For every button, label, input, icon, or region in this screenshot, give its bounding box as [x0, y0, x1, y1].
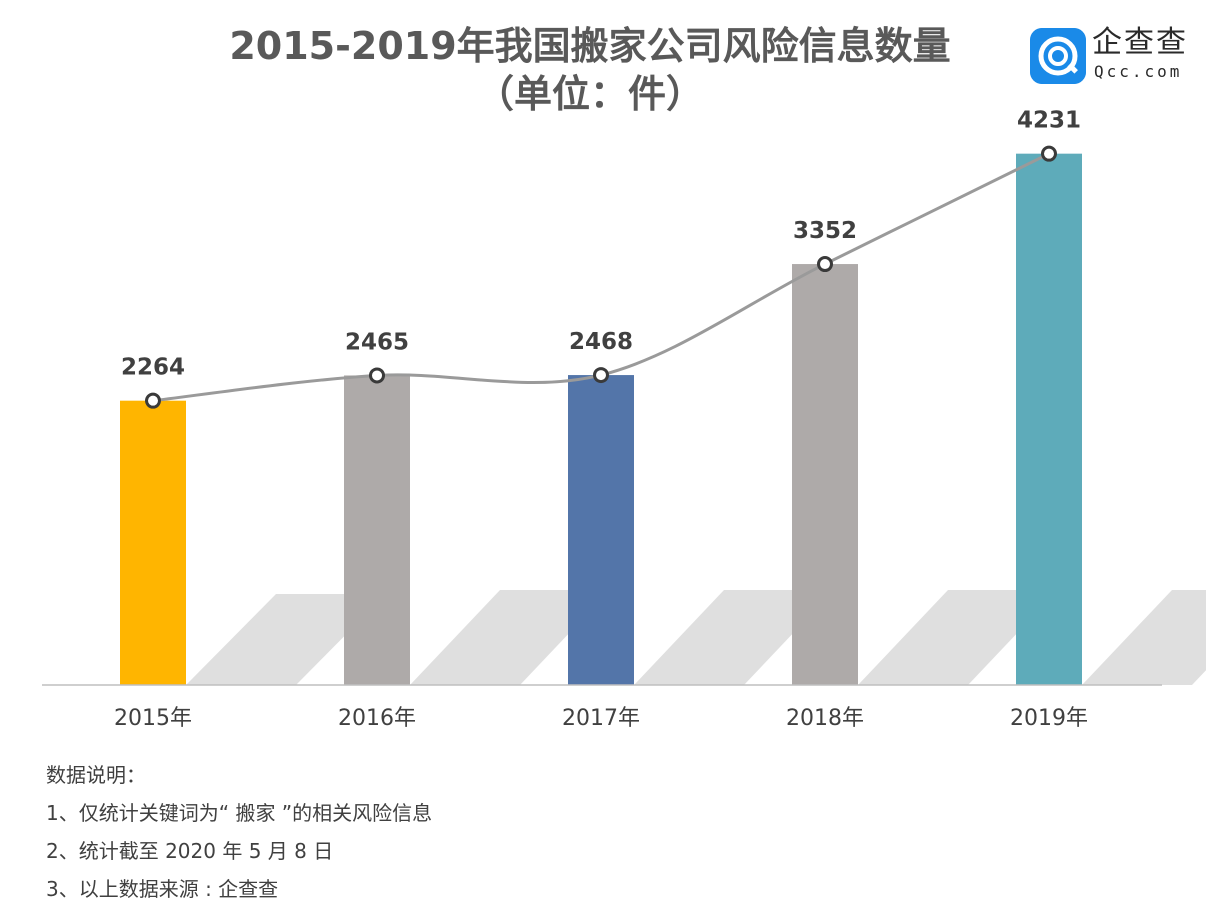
bar-shadow — [410, 590, 610, 685]
trend-point — [817, 256, 833, 273]
x-tick-label: 2018年 — [786, 706, 864, 731]
qcc-logo-icon — [1030, 28, 1086, 84]
bar-shadows — [186, 590, 1206, 685]
trend-point — [145, 392, 161, 409]
data-label: 2468 — [569, 329, 633, 355]
notes-heading: 数据说明： — [46, 763, 146, 787]
bar — [344, 375, 410, 685]
x-tick-label: 2017年 — [562, 706, 640, 731]
data-label: 4231 — [1017, 108, 1081, 134]
note-item: 2、统计截至 2020 年 5 月 8 日 — [46, 839, 334, 863]
logo-name: 企查查 — [1092, 25, 1188, 60]
note-item: 1、仅统计关键词为“ 搬家 ”的相关风险信息 — [46, 801, 433, 825]
trend-point — [593, 367, 609, 384]
bar — [568, 375, 634, 685]
bar-line-chart: 2264 2465 2468 3352 4231 2015年 2016年 2017年 2018… — [42, 108, 1206, 731]
chart-title-main: 2015-2019年我国搬家公司风险信息数量 — [229, 24, 951, 68]
bar-shadow — [634, 590, 834, 685]
logo-url: Qcc.com — [1094, 62, 1183, 81]
x-tick-label: 2019年 — [1010, 706, 1088, 731]
x-tick-label: 2015年 — [114, 706, 192, 731]
trend-points — [145, 145, 1057, 409]
bars — [120, 153, 1082, 686]
bar-shadow — [858, 590, 1058, 685]
data-notes: 数据说明： 1、仅统计关键词为“ 搬家 ”的相关风险信息 2、统计截至 2020… — [46, 756, 432, 908]
x-tick-labels: 2015年 2016年 2017年 2018年 2019年 — [114, 706, 1088, 731]
data-label: 2465 — [345, 329, 409, 355]
bar — [1016, 153, 1082, 686]
trend-line — [152, 152, 1050, 403]
data-label: 2264 — [121, 355, 185, 381]
bar-shadow — [186, 594, 386, 685]
bar — [792, 264, 858, 685]
data-label: 3352 — [793, 218, 857, 244]
bar-shadow — [1082, 590, 1206, 685]
bar — [120, 400, 186, 685]
chart-title: 2015-2019年我国搬家公司风险信息数量 （单位：件） — [150, 22, 1030, 118]
trend-point — [1041, 145, 1057, 162]
chart-subtitle: （单位：件） — [475, 72, 704, 116]
x-tick-label: 2016年 — [338, 706, 416, 731]
data-labels: 2264 2465 2468 3352 4231 — [121, 108, 1081, 381]
note-item: 3、以上数据来源 : 企查查 — [46, 877, 279, 901]
trend-point — [369, 367, 385, 384]
qcc-logo: 企查查 Qcc.com — [1030, 26, 1206, 86]
